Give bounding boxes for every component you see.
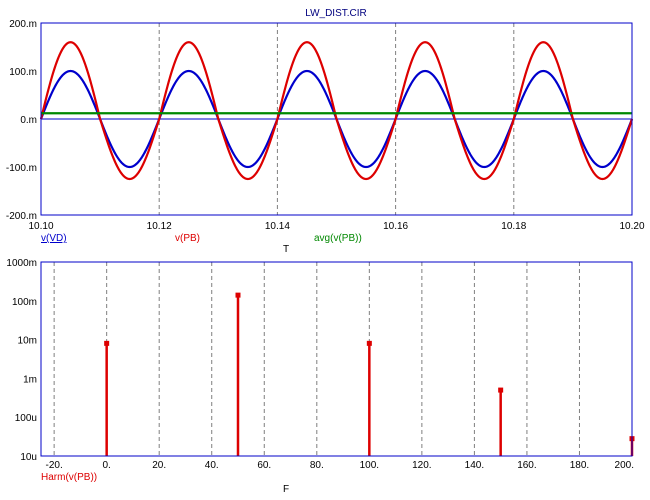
legend-v-pb: v(PB)	[175, 233, 200, 244]
legend-avg-v-pb: avg(v(PB))	[314, 233, 362, 244]
bottom-x-tick-label: 200.	[615, 460, 634, 471]
bottom-x-tick-label: 100.	[360, 460, 379, 471]
top-y-tick-label: 100.m	[9, 67, 37, 78]
top-x-axis-label: T	[283, 244, 289, 255]
bottom-x-tick-label: 20.	[152, 460, 166, 471]
bottom-x-tick-label: 140.	[465, 460, 484, 471]
top-title: LW_DIST.CIR	[305, 8, 367, 19]
bottom-x-tick-label: 180.	[570, 460, 589, 471]
harmonic-marker	[235, 292, 241, 298]
bottom-y-ticks: 1000m 100m 10m 1m 100u 10u	[6, 258, 37, 463]
top-y-tick-label: 0.m	[20, 115, 37, 126]
top-x-tick-label: 10.10	[28, 221, 53, 232]
harmonic-marker	[104, 340, 110, 346]
legend-v-vd: v(VD)	[41, 233, 67, 244]
top-x-ticks: 10.10 10.12 10.14 10.16 10.18 10.20	[28, 221, 644, 232]
bottom-x-tick-label: 160.	[517, 460, 536, 471]
top-y-tick-label: -100.m	[6, 163, 37, 174]
top-y-tick-label: -200.m	[6, 211, 37, 222]
top-x-tick-label: 10.18	[501, 221, 526, 232]
bottom-x-axis-label: F	[283, 484, 289, 495]
bottom-x-tick-label: 120.	[412, 460, 431, 471]
bottom-y-tick-label: 100m	[12, 297, 37, 308]
top-traces	[39, 41, 634, 181]
bottom-plot-frame	[40, 261, 633, 457]
top-plot: LW_DIST.CIR 200.m 100.m 0.m -100.m -200.m 10…	[6, 8, 645, 255]
bottom-x-tick-label: 0.	[102, 460, 110, 471]
bottom-y-tick-label: 1m	[23, 374, 37, 385]
top-x-tick-label: 10.12	[147, 221, 172, 232]
bottom-y-tick-label: 10u	[20, 452, 37, 463]
bottom-y-tick-label: 10m	[18, 336, 37, 347]
bottom-y-tick-label: 1000m	[6, 258, 37, 269]
top-x-tick-label: 10.14	[265, 221, 290, 232]
harmonic-marker	[498, 387, 504, 393]
legend-harm-v-pb: Harm(v(PB))	[41, 472, 97, 483]
bottom-x-tick-label: 40.	[205, 460, 219, 471]
bottom-x-tick-label: -20.	[46, 460, 63, 471]
top-x-tick-label: 10.20	[619, 221, 644, 232]
bottom-y-tick-label: 100u	[15, 413, 37, 424]
trace-v-pb	[39, 41, 634, 181]
bottom-x-ticks: -20. 0. 20. 40. 60. 80. 100. 120. 140. 160. 180. 20…	[46, 460, 634, 471]
top-x-tick-label: 10.16	[383, 221, 408, 232]
bottom-plot: 1000m 100m 10m 1m 100u 10u -20. 0. 20. 40. 60. 80.…	[6, 258, 635, 495]
bottom-x-tick-label: 80.	[310, 460, 324, 471]
bottom-stems	[104, 292, 635, 456]
bottom-x-tick-label: 60.	[257, 460, 271, 471]
top-plot-frame	[40, 22, 633, 216]
harmonic-marker	[366, 340, 372, 346]
top-y-ticks: 200.m 100.m 0.m -100.m -200.m	[6, 19, 37, 222]
top-y-tick-label: 200.m	[9, 19, 37, 30]
